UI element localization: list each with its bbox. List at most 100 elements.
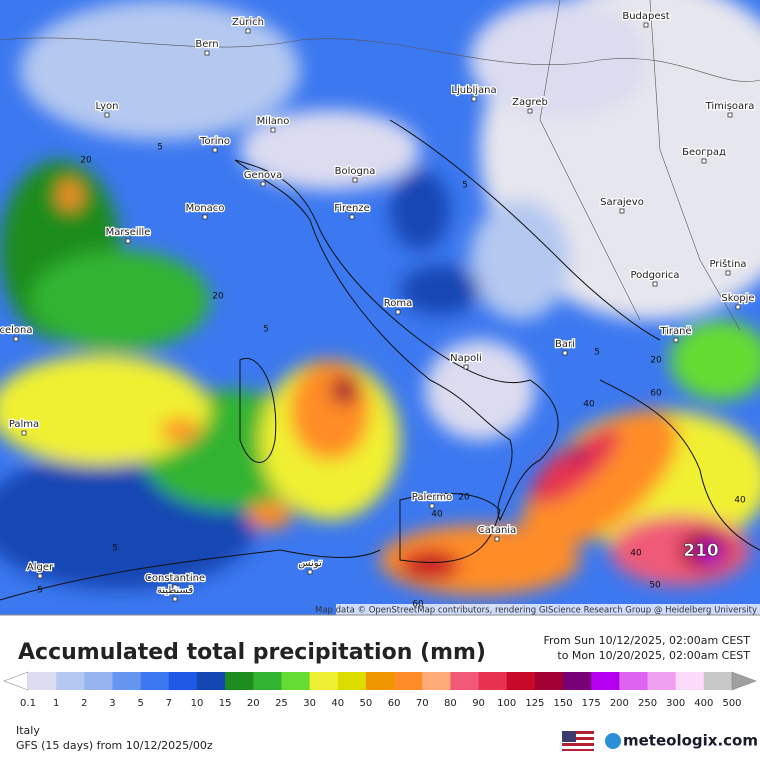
colorbar: 0.1 1 2 3 5 7 10 15 20 25 30 40 50 60 70 80 90 100 125 150 1… <box>3 671 757 709</box>
colorbar-tick-label: 20 <box>247 698 260 709</box>
city-marker <box>727 112 733 118</box>
color-box <box>56 672 85 690</box>
city-marker <box>494 536 500 542</box>
colorbar-tick-label: 80 <box>444 698 457 709</box>
city-marker <box>619 208 625 214</box>
city-label: Catania <box>478 525 516 536</box>
contour-label: 5 <box>157 143 163 153</box>
city-label: celona <box>0 325 33 336</box>
color-box <box>563 672 592 690</box>
colorbar-tick-label: 200 <box>610 698 629 709</box>
contour-label: 5 <box>594 348 600 358</box>
city-marker <box>735 304 741 310</box>
city-label: Torino <box>199 136 230 147</box>
period-to: to Mon 10/20/2025, 02:00am CEST <box>557 649 750 662</box>
colorbar-tick-label: 50 <box>360 698 373 709</box>
color-box <box>647 672 677 690</box>
colorbar-tick-label: 500 <box>722 698 741 709</box>
contour-label: 40 <box>630 549 642 559</box>
city-label: Constantine <box>145 573 205 584</box>
city-marker <box>673 337 679 343</box>
colorbar-tick-label: 90 <box>472 698 485 709</box>
colorbar-tick-label: 2 <box>81 698 87 709</box>
city-marker <box>527 108 533 114</box>
color-box <box>422 672 451 690</box>
color-box <box>591 672 620 690</box>
city-label: Genova <box>244 170 282 181</box>
color-box <box>309 672 339 690</box>
city-label: Palermo <box>412 492 452 503</box>
model-run: GFS (15 days) from 10/12/2025/00z <box>16 739 213 752</box>
city-label: Zürich <box>232 17 264 28</box>
color-box <box>225 672 254 690</box>
under-arrow <box>3 671 29 691</box>
color-box <box>394 672 423 690</box>
colorbar-tick-label: 300 <box>666 698 685 709</box>
colorbar-tick-label: 30 <box>303 698 316 709</box>
color-box <box>506 672 536 690</box>
contour-label: 5 <box>263 325 269 335</box>
colorbar-tick-label: 3 <box>109 698 115 709</box>
city-label: Београд <box>682 147 726 158</box>
contour-label: 5 <box>37 586 43 596</box>
colorbar-tick-label: 1 <box>53 698 59 709</box>
colorbar-tick-label: 25 <box>275 698 288 709</box>
colorbar-tick-label: 10 <box>191 698 204 709</box>
city-label: Zagreb <box>512 97 548 108</box>
city-marker <box>395 309 401 315</box>
city-label: Tiranë <box>659 326 691 337</box>
city-marker <box>643 22 649 28</box>
city-marker <box>125 238 131 244</box>
city-marker <box>307 569 313 575</box>
city-label: Roma <box>384 298 413 309</box>
city-marker <box>463 364 469 370</box>
colorbar-tick-label: 60 <box>388 698 401 709</box>
contour-label: 40 <box>583 400 595 410</box>
city-label: تونس <box>298 558 322 569</box>
contour-label: 20 <box>458 493 470 503</box>
title: Accumulated total precipitation (mm) <box>18 640 486 665</box>
colorbar-tick-label: 7 <box>166 698 172 709</box>
region: Italy <box>16 724 40 737</box>
city-label: Sarajevo <box>600 197 644 208</box>
precip-map: Map data © OpenStreetMap contributors, r… <box>0 0 760 616</box>
contour-label: 50 <box>649 581 661 591</box>
city-marker <box>701 158 707 164</box>
city-marker <box>204 50 210 56</box>
city-label: Priština <box>709 258 746 270</box>
color-box <box>196 672 226 690</box>
over-arrow <box>731 671 757 691</box>
brand-logo <box>605 733 621 749</box>
city-label: Alger <box>27 562 54 573</box>
city-label: Bologna <box>335 166 376 177</box>
city-label: Ljubljana <box>451 85 496 96</box>
city-marker <box>245 28 251 34</box>
city-marker <box>349 214 355 220</box>
city-marker <box>429 503 435 509</box>
contour-label: 60 <box>412 600 424 610</box>
city-label: قسنطينة <box>157 585 194 596</box>
color-box <box>675 672 705 690</box>
attribution: Map data © OpenStreetMap contributors, r… <box>315 606 757 616</box>
city-label: Lyon <box>95 101 118 112</box>
city-marker <box>212 147 218 153</box>
city-label: Firenze <box>334 203 370 214</box>
brand[interactable]: meteologix.com <box>623 732 758 750</box>
color-box <box>534 672 564 690</box>
city-label: Podgorica <box>630 270 679 281</box>
city-label: Monaco <box>186 203 225 214</box>
city-label: Marseille <box>106 227 151 238</box>
color-box <box>168 672 198 690</box>
city-marker <box>37 573 43 579</box>
city-label: Skopje <box>721 293 754 304</box>
contour-label: 20 <box>80 156 92 166</box>
city-marker <box>270 127 276 133</box>
city-marker <box>21 430 27 436</box>
color-box <box>619 672 649 690</box>
city-marker <box>13 336 19 342</box>
city-marker <box>260 181 266 187</box>
color-box <box>337 672 367 690</box>
city-label: Budapest <box>622 11 669 22</box>
